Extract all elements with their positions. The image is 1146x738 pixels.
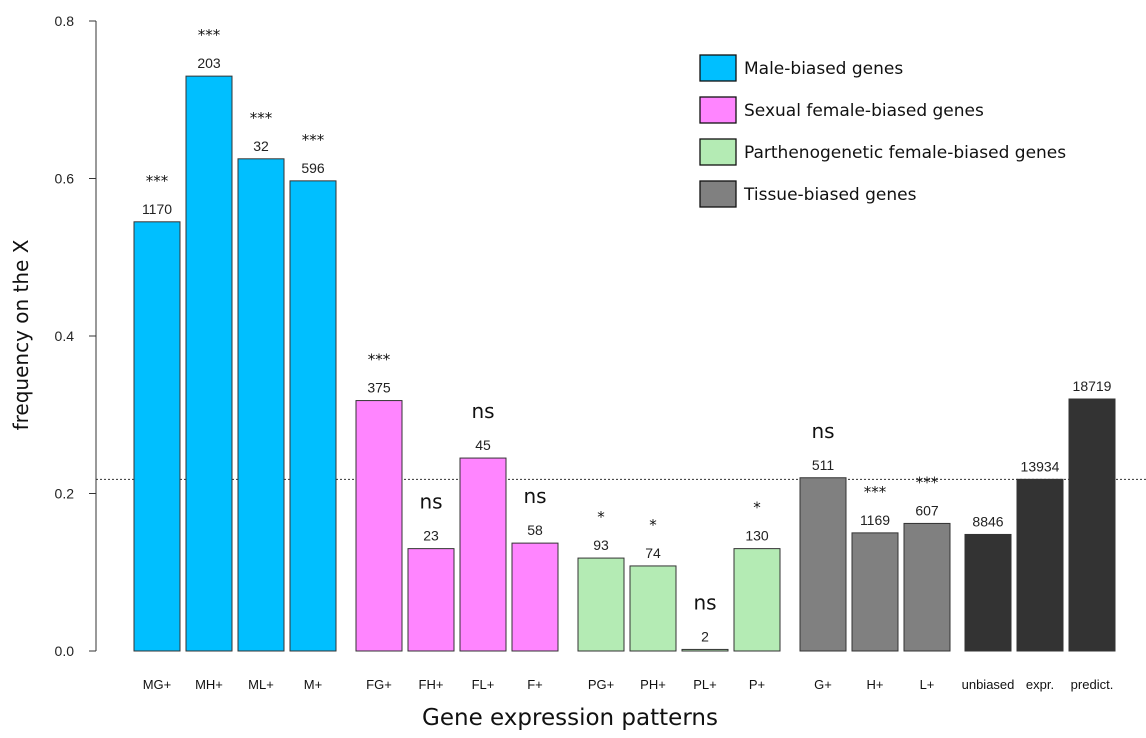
legend-swatch bbox=[699, 96, 737, 124]
significance-label: * bbox=[597, 508, 605, 526]
significance-label: *** bbox=[302, 131, 325, 149]
bar-count-label: 596 bbox=[301, 160, 325, 176]
significance-label: ns bbox=[693, 590, 716, 614]
y-axis-title: frequency on the X bbox=[9, 239, 33, 430]
bar-count-label: 58 bbox=[527, 522, 543, 538]
legend-label: Parthenogenetic female-biased genes bbox=[744, 143, 1066, 163]
bar-count-label: 13934 bbox=[1021, 458, 1060, 474]
x-tick-label: PH+ bbox=[640, 677, 666, 692]
bar-count-label: 93 bbox=[593, 537, 609, 553]
bar bbox=[133, 221, 181, 652]
x-tick-label: predict. bbox=[1071, 677, 1114, 692]
bar bbox=[851, 532, 899, 652]
x-tick-label: expr. bbox=[1026, 677, 1054, 692]
x-tick-label: G+ bbox=[814, 677, 832, 692]
significance-label: ns bbox=[811, 419, 834, 443]
y-tick-label: 0.0 bbox=[55, 643, 75, 659]
bar-count-label: 23 bbox=[423, 528, 439, 544]
y-tick-label: 0.6 bbox=[55, 171, 75, 187]
significance-label: ns bbox=[419, 490, 442, 514]
significance-label: * bbox=[753, 499, 761, 517]
x-tick-label: MG+ bbox=[143, 677, 172, 692]
bar-count-label: 1170 bbox=[142, 201, 172, 217]
x-tick-label: FL+ bbox=[472, 677, 495, 692]
x-tick-label: P+ bbox=[749, 677, 765, 692]
legend: Male-biased genes Sexual female-biased ge… bbox=[699, 54, 1066, 208]
legend-label: Tissue-biased genes bbox=[743, 185, 917, 205]
bar bbox=[1068, 398, 1116, 652]
significance-label: *** bbox=[146, 172, 169, 190]
significance-label: * bbox=[649, 516, 657, 534]
bar bbox=[964, 533, 1012, 652]
bar bbox=[289, 180, 337, 652]
x-tick-label: MH+ bbox=[195, 677, 223, 692]
significance-label: *** bbox=[198, 26, 221, 44]
significance-label: *** bbox=[916, 473, 939, 491]
legend-label: Male-biased genes bbox=[744, 59, 903, 79]
x-tick-label: L+ bbox=[920, 677, 935, 692]
x-tick-label: unbiased bbox=[962, 677, 1015, 692]
x-tick-label: FG+ bbox=[366, 677, 392, 692]
y-tick-label: 0.2 bbox=[55, 486, 75, 502]
bar bbox=[355, 400, 403, 652]
x-tick-label: F+ bbox=[527, 677, 543, 692]
bar-count-label: 511 bbox=[812, 457, 835, 473]
legend-swatch bbox=[699, 138, 737, 166]
y-axis: 0.0 0.2 0.4 0.6 0.8 bbox=[55, 13, 97, 659]
bar-count-label: 203 bbox=[197, 55, 221, 71]
significance-label: *** bbox=[368, 351, 391, 369]
bar-count-label: 8846 bbox=[972, 513, 1003, 529]
bar bbox=[185, 75, 233, 652]
bar bbox=[629, 565, 677, 652]
bar-count-label: 607 bbox=[915, 502, 939, 518]
bar-count-label: 1169 bbox=[860, 512, 890, 528]
bar bbox=[799, 477, 847, 652]
x-axis-title: Gene expression patterns bbox=[422, 705, 718, 731]
y-tick-label: 0.8 bbox=[55, 13, 75, 29]
significance-label: *** bbox=[864, 483, 887, 501]
significance-label: *** bbox=[250, 109, 273, 127]
bar bbox=[903, 522, 951, 652]
legend-label: Sexual female-biased genes bbox=[744, 101, 984, 121]
x-tick-label: FH+ bbox=[419, 677, 444, 692]
x-tick-label: PG+ bbox=[588, 677, 614, 692]
bar-count-label: 18719 bbox=[1073, 378, 1112, 394]
x-tick-label: M+ bbox=[304, 677, 322, 692]
x-tick-label: PL+ bbox=[693, 677, 717, 692]
bar bbox=[681, 648, 729, 652]
bar-count-label: 32 bbox=[253, 138, 269, 154]
bar bbox=[459, 457, 507, 652]
y-tick-label: 0.4 bbox=[55, 328, 75, 344]
bar-count-label: 130 bbox=[745, 528, 769, 544]
significance-label: ns bbox=[471, 399, 494, 423]
bar-count-label: 375 bbox=[367, 380, 391, 396]
significance-label: ns bbox=[523, 484, 546, 508]
bar bbox=[1016, 478, 1064, 652]
bar bbox=[511, 542, 559, 652]
legend-swatch bbox=[699, 180, 737, 208]
bar-count-label: 74 bbox=[645, 545, 661, 561]
legend-swatch bbox=[699, 54, 737, 82]
bar bbox=[407, 548, 455, 652]
x-tick-label: H+ bbox=[867, 677, 884, 692]
bar bbox=[733, 548, 781, 652]
x-tick-label: ML+ bbox=[248, 677, 274, 692]
bar-count-label: 45 bbox=[475, 437, 491, 453]
bar bbox=[577, 557, 625, 652]
bars-group: 1170***MG+203***MH+32***ML+596***M+375**… bbox=[133, 26, 1116, 692]
bar-count-label: 2 bbox=[701, 628, 709, 644]
bar bbox=[237, 158, 285, 652]
